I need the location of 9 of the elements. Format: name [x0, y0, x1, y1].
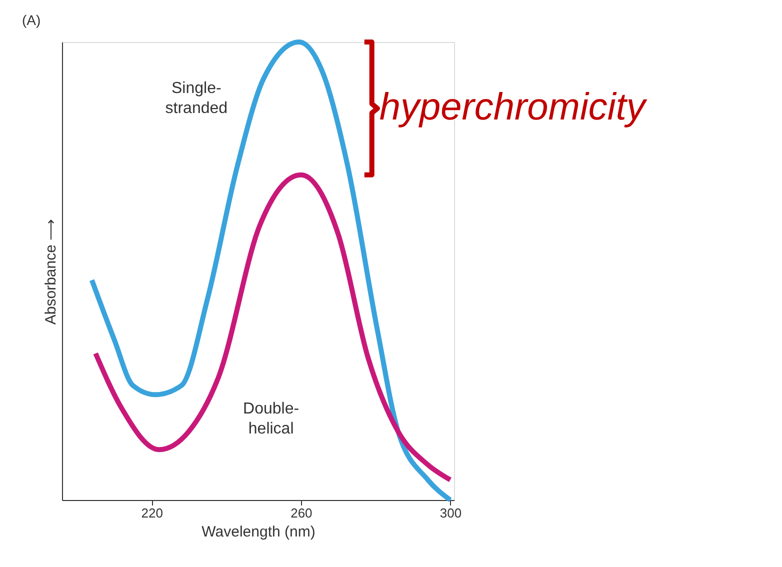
y-axis-title: Absorbance ⟶ — [42, 218, 60, 325]
text: (A) — [22, 12, 41, 28]
series-label: Double-helical — [243, 400, 300, 438]
annotation: hyperchromicity — [379, 86, 648, 128]
x-tick-label: 300 — [440, 506, 462, 520]
x-axis-title: Wavelength (nm) — [202, 524, 316, 540]
series-label: Single-stranded — [165, 80, 228, 117]
x-tick-label: 220 — [141, 506, 163, 520]
x-tick-label: 260 — [290, 506, 312, 520]
